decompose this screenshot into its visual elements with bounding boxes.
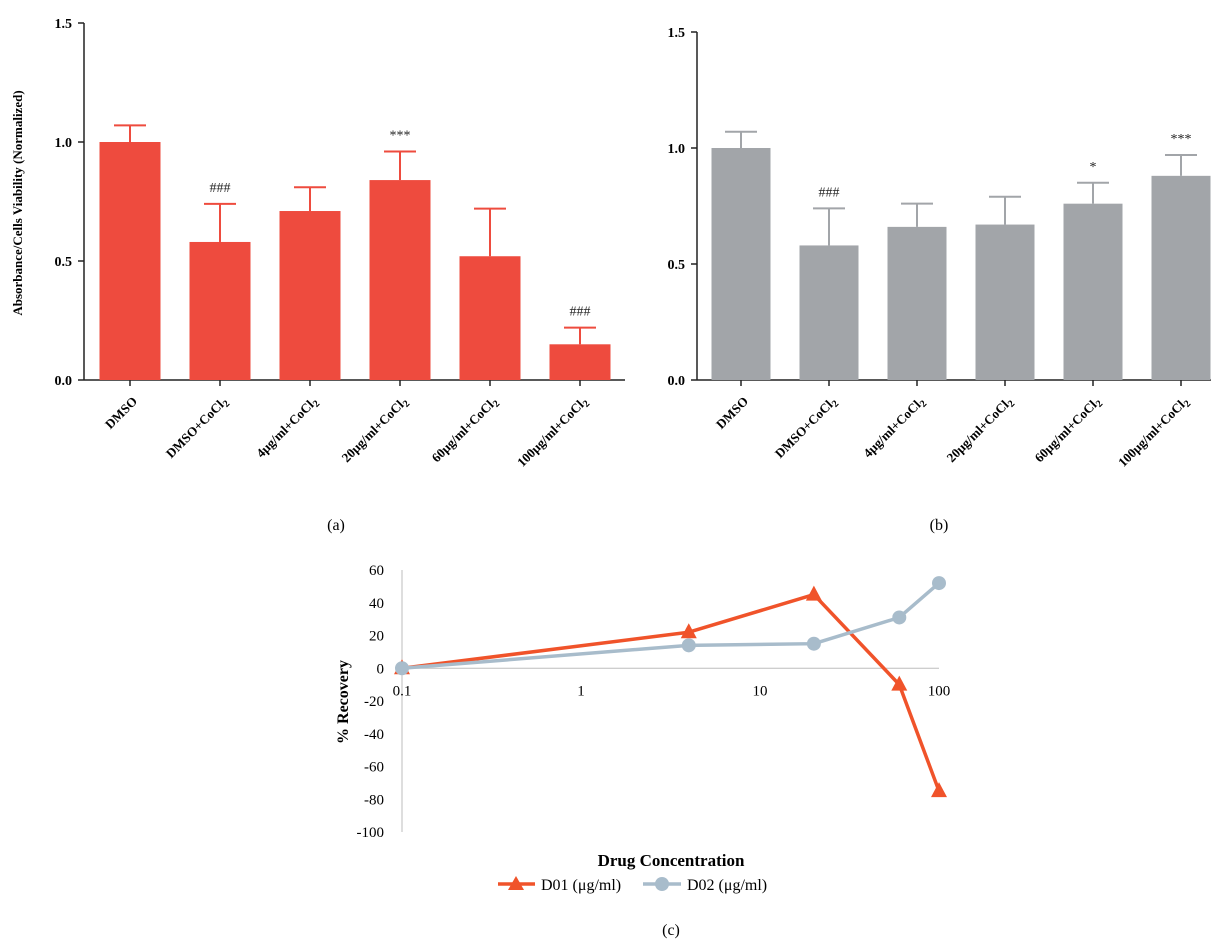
panel-b-significance-1: ### bbox=[819, 185, 840, 200]
panel-c-point-d01-4 bbox=[931, 782, 947, 798]
panel-c-caption: (c) bbox=[662, 922, 680, 939]
panel-a-significance-5: ### bbox=[570, 305, 591, 320]
panel-b-bar-3 bbox=[975, 224, 1035, 380]
panel-c-point-d02-2 bbox=[806, 636, 821, 651]
panel-c-y-tick-label-5: -40 bbox=[364, 727, 384, 743]
panel-c-line-chart: 60 40 20 0 -20 -40 -60 -80 -100 0.1 1 10 100 bbox=[357, 563, 951, 841]
panel-a-category-label-4: 60μg/ml+CoCl2 bbox=[429, 394, 502, 467]
panel-b-y-tick-label-0: 0.0 bbox=[668, 374, 686, 389]
panel-a-bar-chart: 0.0 0.5 1.0 1.5 DMSO ### DMSO+CoCl2 4μg/ml+CoCl… bbox=[55, 17, 625, 472]
panel-c-point-d02-4 bbox=[932, 576, 946, 591]
panel-c-y-tick-label-4: -20 bbox=[364, 694, 384, 710]
panel-c-y-tick-label-3: 0 bbox=[377, 661, 385, 677]
panel-c-point-d01-1 bbox=[680, 623, 697, 639]
panel-b-bar-chart: 0.0 0.5 1.0 1.5 DMSO ### DMSO+CoCl2 4μg/ml+CoCl… bbox=[668, 26, 1211, 472]
panel-b-y-tick-label-3: 1.5 bbox=[668, 26, 686, 41]
panel-c-x-tick-label-2: 10 bbox=[753, 683, 768, 699]
panel-c-y-tick-label-1: 40 bbox=[369, 596, 384, 612]
panel-b-bar-2 bbox=[887, 226, 947, 380]
panel-c-y-tick-label-0: 60 bbox=[369, 563, 384, 579]
panel-a-category-label-1: DMSO+CoCl2 bbox=[163, 394, 232, 463]
panel-c-series-line-0 bbox=[401, 592, 941, 792]
panel-c-y-tick-label-6: -60 bbox=[364, 760, 384, 776]
legend-d02: D02 (μg/ml) bbox=[687, 877, 767, 894]
panel-a-category-label-2: 4μg/ml+CoCl2 bbox=[253, 394, 322, 463]
panel-a-bar-2 bbox=[279, 211, 341, 380]
panel-b-bar-1 bbox=[799, 245, 859, 380]
panel-a-y-tick-label-0: 0.0 bbox=[55, 374, 73, 389]
panel-c-point-d01-3 bbox=[891, 675, 908, 691]
panel-c-point-d02-0 bbox=[395, 661, 409, 676]
panel-c-point-d02-1 bbox=[681, 638, 696, 653]
legend-d01: D01 (μg/ml) bbox=[541, 877, 621, 894]
panel-c-legend: D01 (μg/ml) D02 (μg/ml) bbox=[498, 876, 767, 894]
panel-a-category-label-5: 100μg/ml+CoCl2 bbox=[514, 394, 592, 472]
panel-c-x-tick-label-1: 1 bbox=[577, 683, 585, 699]
panel-b-significance-5: *** bbox=[1171, 132, 1192, 147]
panel-a-y-tick-label-2: 1.0 bbox=[55, 136, 73, 151]
panel-a-significance-1: ### bbox=[210, 181, 231, 196]
panel-b-category-label-3: 20μg/ml+CoCl2 bbox=[944, 394, 1017, 467]
panel-b-significance-4: * bbox=[1090, 160, 1097, 175]
panel-b-category-label-5: 100μg/ml+CoCl2 bbox=[1115, 394, 1193, 472]
panel-b-y-tick-label-1: 0.5 bbox=[668, 258, 686, 273]
panel-b-category-label-4: 60μg/ml+CoCl2 bbox=[1032, 394, 1105, 467]
panel-a-y-axis-label: Absorbance/Cells Viability (Normalized) bbox=[10, 90, 25, 315]
panel-c-y-tick-label-8: -100 bbox=[357, 825, 385, 841]
panel-a-significance-3: *** bbox=[390, 129, 411, 144]
panel-b-category-label-0: DMSO bbox=[713, 394, 751, 432]
panel-a-bar-4 bbox=[459, 256, 521, 380]
panel-b-category-label-2: 4μg/ml+CoCl2 bbox=[860, 394, 929, 463]
panel-a-bar-1 bbox=[189, 241, 251, 380]
panel-c-x-axis-label: Drug Concentration bbox=[598, 851, 745, 870]
panel-b-category-label-1: DMSO+CoCl2 bbox=[772, 394, 841, 463]
panel-a-y-tick-label-3: 1.5 bbox=[55, 17, 73, 32]
panel-a-caption: (a) bbox=[327, 517, 345, 534]
panel-b-bar-0 bbox=[711, 148, 771, 380]
panel-b-caption: (b) bbox=[930, 517, 949, 534]
panel-a-category-label-0: DMSO bbox=[102, 394, 140, 432]
panel-b-y-tick-label-2: 1.0 bbox=[668, 142, 686, 157]
panel-a-y-tick-label-1: 0.5 bbox=[55, 255, 73, 270]
panel-c-point-d02-3 bbox=[892, 610, 907, 625]
panel-a-bar-3 bbox=[369, 180, 431, 380]
panel-b-bar-5 bbox=[1151, 175, 1211, 380]
panel-a-bar-5 bbox=[549, 344, 611, 380]
panel-c-y-tick-label-2: 20 bbox=[369, 629, 384, 645]
panel-c-x-tick-label-0: 0.1 bbox=[393, 683, 412, 699]
panel-b-bar-4 bbox=[1063, 203, 1123, 380]
panel-c-y-tick-label-7: -80 bbox=[364, 792, 384, 808]
panel-c-series-line-1 bbox=[401, 581, 941, 670]
panel-a-bar-0 bbox=[99, 142, 161, 380]
panel-c-y-axis-label: % Recovery bbox=[335, 660, 352, 744]
panel-c-x-tick-label-3: 100 bbox=[928, 683, 951, 699]
panel-c-point-d01-2 bbox=[805, 585, 822, 601]
panel-a-category-label-3: 20μg/ml+CoCl2 bbox=[339, 394, 412, 467]
